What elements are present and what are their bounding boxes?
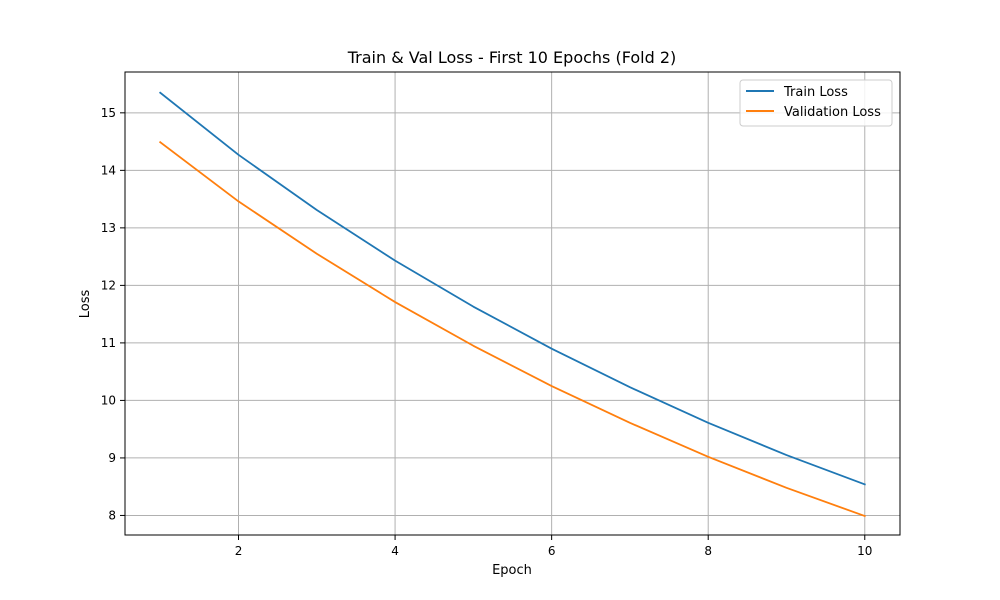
x-tick-label: 4 [391, 544, 399, 558]
y-tick-label: 9 [108, 451, 116, 465]
x-axis-label: Epoch [492, 563, 532, 578]
y-tick-label: 11 [101, 336, 116, 350]
x-tick-label: 8 [704, 544, 712, 558]
x-tick-label: 6 [548, 544, 556, 558]
x-tick-label: 2 [235, 544, 243, 558]
x-tick-label: 10 [857, 544, 872, 558]
y-tick-label: 8 [108, 508, 116, 522]
legend-box [739, 79, 893, 127]
train-loss-line [158, 91, 866, 486]
series-lines [158, 91, 866, 518]
axis-ticks: 2 4 6 8 10 8 9 10 11 12 13 14 15 [101, 106, 873, 558]
y-tick-label: 12 [101, 278, 116, 292]
legend: Train Loss Validation Loss [739, 79, 893, 127]
y-tick-label: 14 [101, 163, 116, 177]
validation-loss-line [158, 140, 866, 518]
y-axis-label: Loss [78, 290, 93, 319]
chart-title: Train & Val Loss - First 10 Epochs (Fold… [347, 48, 677, 67]
plot-frame [124, 71, 901, 536]
y-tick-label: 10 [101, 393, 116, 407]
y-tick-label: 13 [101, 221, 116, 235]
legend-label-train: Train Loss [783, 85, 848, 100]
y-tick-label: 15 [101, 106, 116, 120]
grid [125, 72, 900, 535]
legend-label-validation: Validation Loss [784, 105, 881, 120]
